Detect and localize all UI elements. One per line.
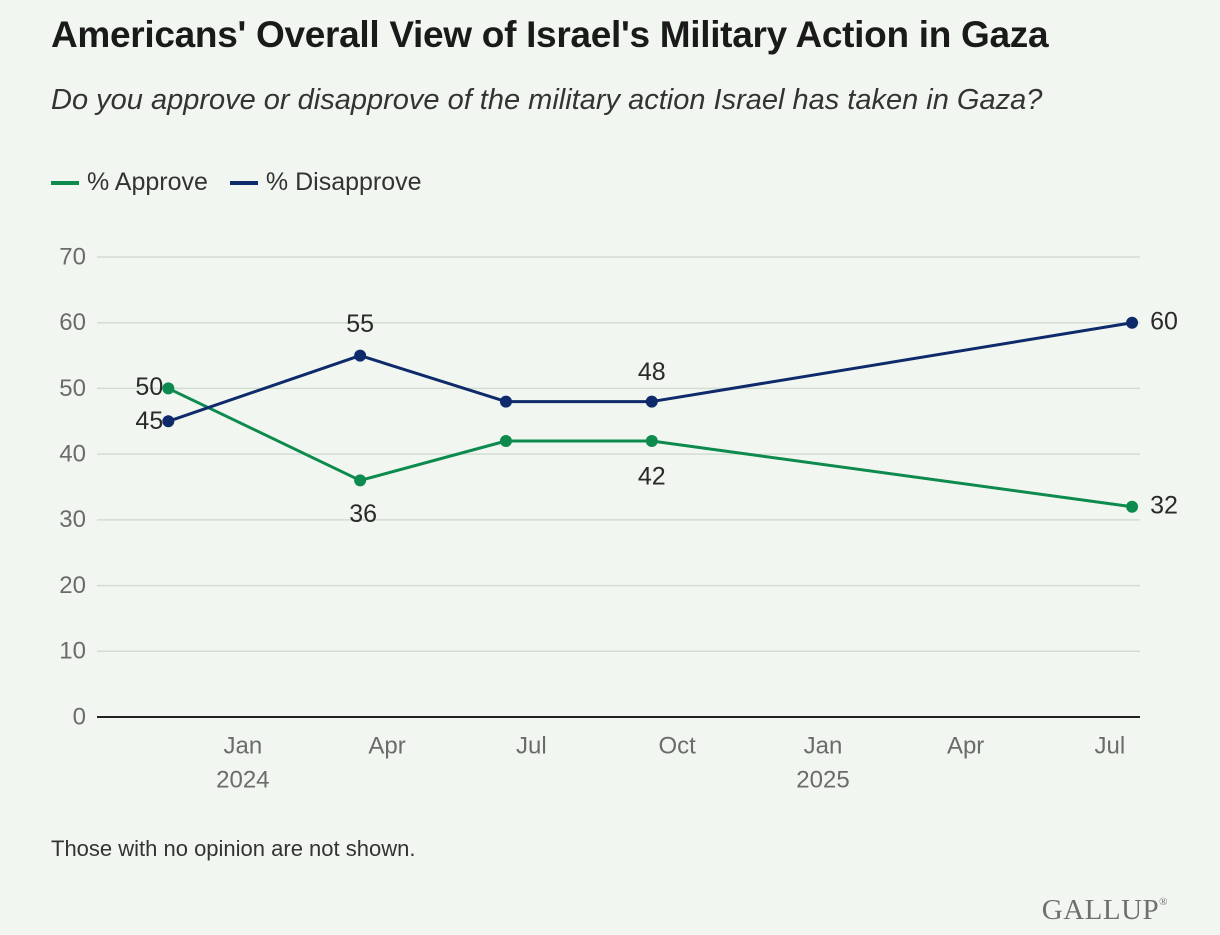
x-tick-year-4: 2025 (796, 766, 849, 793)
x-tick-label-0: Jan (223, 732, 262, 759)
data-point-approve-2 (499, 435, 512, 447)
x-tick-label-5: Apr (947, 732, 984, 759)
data-point-disapprove-0 (162, 415, 175, 428)
legend: % Approve % Disapprove (51, 168, 422, 197)
x-tick-year-0: 2024 (216, 766, 269, 793)
data-point-disapprove-3 (645, 395, 658, 408)
data-label-disapprove-3: 48 (638, 358, 666, 386)
data-label-disapprove-4: 60 (1150, 307, 1178, 335)
data-point-approve-4 (1126, 500, 1139, 513)
x-tick-label-2: Jul (516, 732, 547, 759)
y-tick-label-40: 40 (59, 440, 86, 467)
x-tick-label-1: Apr (368, 732, 405, 759)
data-label-approve-3: 42 (638, 463, 666, 491)
legend-label-approve: % Approve (87, 168, 208, 196)
data-label-disapprove-0: 45 (135, 407, 163, 435)
x-tick-label-6: Jul (1095, 732, 1126, 759)
y-tick-label-70: 70 (59, 243, 86, 270)
y-tick-label-30: 30 (59, 506, 86, 533)
legend-swatch-disapprove (229, 180, 258, 185)
data-point-disapprove-1 (354, 349, 367, 362)
y-tick-label-60: 60 (59, 309, 86, 336)
data-label-disapprove-1: 55 (346, 310, 374, 338)
data-point-disapprove-2 (499, 395, 512, 408)
legend-swatch-approve (51, 180, 79, 185)
y-tick-label-20: 20 (59, 572, 86, 599)
logo-text: GALLUP (1041, 894, 1160, 926)
data-point-approve-1 (354, 474, 367, 487)
data-label-approve-0: 50 (135, 373, 163, 401)
gallup-logo: GALLUP® (1041, 894, 1168, 926)
legend-item-disapprove: % Disapprove (229, 168, 422, 197)
chart-title: Americans' Overall View of Israel's Mili… (51, 14, 1049, 55)
y-tick-label-0: 0 (73, 703, 86, 730)
y-tick-label-50: 50 (59, 375, 86, 402)
x-tick-label-4: Jan (804, 732, 843, 759)
legend-item-approve: % Approve (51, 168, 208, 197)
data-point-disapprove-4 (1126, 316, 1139, 329)
footnote: Those with no opinion are not shown. (51, 836, 416, 861)
legend-label-disapprove: % Disapprove (265, 168, 422, 196)
data-label-approve-4: 32 (1150, 491, 1178, 519)
x-tick-label-3: Oct (658, 732, 696, 759)
chart-subtitle: Do you approve or disapprove of the mili… (51, 84, 1043, 116)
data-label-approve-1: 36 (349, 500, 377, 528)
y-tick-label-10: 10 (59, 638, 86, 665)
data-point-approve-3 (645, 435, 658, 447)
data-point-approve-0 (162, 382, 175, 395)
